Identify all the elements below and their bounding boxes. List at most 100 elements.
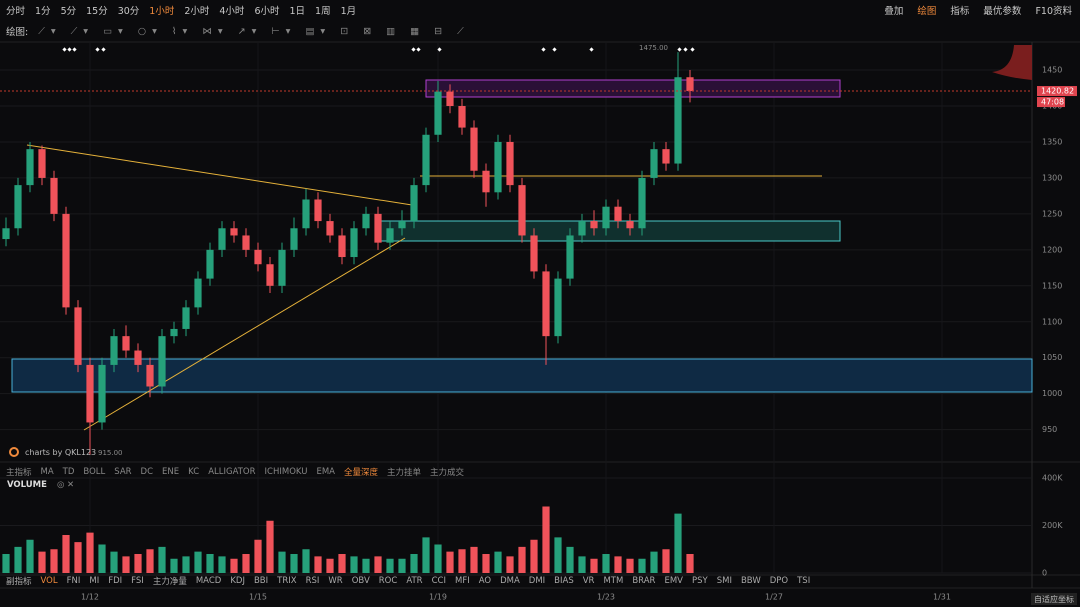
sub-indicator[interactable]: EMV (664, 576, 683, 586)
sub-indicator[interactable]: ROC (378, 576, 398, 586)
sub-indicator[interactable]: MI (89, 576, 100, 586)
sub-indicator[interactable]: BRAR (632, 576, 656, 586)
candle-body (614, 206, 622, 222)
y-tick-label: 1050 (1042, 353, 1062, 362)
sub-indicator[interactable]: VR (582, 576, 595, 586)
main-indicator[interactable]: DC (140, 466, 154, 477)
volume-bar (170, 558, 178, 573)
interval-button[interactable]: 6小时 (254, 6, 280, 17)
main-indicator[interactable]: ALLIGATOR (208, 466, 256, 477)
candle-body (254, 249, 262, 265)
volume-bar (26, 539, 34, 573)
candle-body (86, 364, 94, 423)
volume-bar (86, 532, 94, 573)
main-indicator: 主指标 (6, 467, 32, 478)
sub-indicator[interactable]: FSI (131, 576, 144, 586)
tool-button[interactable]: 最优参数 (983, 6, 1022, 17)
main-indicator[interactable]: 主力成交 (430, 467, 465, 478)
volume-bar (386, 558, 394, 573)
volume-header: VOLUME ◎ ✕ (7, 479, 84, 491)
sub-indicator[interactable]: KDJ (230, 576, 245, 586)
main-indicator[interactable]: 全量深度 (343, 467, 378, 478)
x-tick-label: 1/15 (249, 593, 267, 602)
volume-bar (14, 546, 22, 573)
main-indicator[interactable]: MA (40, 466, 54, 477)
tool-button[interactable]: F10资料 (1035, 6, 1072, 17)
volume-bar (482, 554, 490, 573)
main-indicator[interactable]: KC (188, 466, 200, 477)
candle-body (122, 336, 130, 351)
main-indicator[interactable]: ICHIMOKU (264, 466, 308, 477)
sub-indicator[interactable]: DMI (528, 576, 546, 586)
candle-body (554, 278, 562, 337)
y-tick-label: 1200 (1042, 245, 1062, 254)
depth-shape (992, 45, 1032, 80)
auto-scale[interactable]: 自适应坐标 (1031, 593, 1077, 605)
candle-body (590, 221, 598, 229)
main-indicator[interactable]: TD (62, 466, 75, 477)
sub-indicator[interactable]: CCI (431, 576, 446, 586)
candle-body (506, 141, 514, 186)
tool-button[interactable]: 指标 (950, 6, 970, 17)
interval-button[interactable]: 30分 (117, 6, 140, 17)
sub-indicator[interactable]: 主力净量 (152, 577, 187, 587)
sub-indicator[interactable]: PSY (692, 576, 708, 586)
interval-button[interactable]: 1分 (35, 6, 51, 17)
sub-indicator[interactable]: DMA (500, 576, 520, 586)
interval-button[interactable]: 1月 (340, 6, 357, 17)
candle-body (662, 149, 670, 164)
grid (0, 42, 1032, 574)
volume-icons[interactable]: ◎ ✕ (56, 480, 75, 490)
sub-indicator[interactable]: SMI (716, 576, 732, 586)
interval-button[interactable]: 4小时 (219, 6, 245, 17)
sub-indicator[interactable]: TSI (797, 576, 811, 586)
main-indicator[interactable]: EMA (316, 466, 335, 477)
sub-indicator[interactable]: DPO (769, 576, 789, 586)
sub-indicator[interactable]: MACD (195, 576, 222, 586)
candle-body (26, 149, 34, 186)
candle-body (14, 185, 22, 229)
sub-indicator[interactable]: FNI (66, 576, 81, 586)
candle-body (638, 177, 646, 229)
drawing-tools[interactable]: ⟋▾ ⟋▾ ▭▾ ○▾ ⌇▾ ⋈▾ ↗▾ ⊢▾ ▤▾ ⊡ ⊠ ▥ ▦ ⊟ ⟋ (38, 25, 470, 37)
sub-indicator[interactable]: AO (478, 576, 492, 586)
candle-body (170, 328, 178, 337)
interval-button[interactable]: 1周 (315, 6, 331, 17)
interval-button[interactable]: 2小时 (184, 6, 210, 17)
interval-button[interactable]: 1日 (289, 6, 306, 17)
interval-button[interactable]: 分时 (6, 6, 26, 17)
sub-indicator[interactable]: BBW (740, 576, 761, 586)
sub-indicator[interactable]: FDI (108, 576, 123, 586)
y-tick-label: 1300 (1042, 173, 1062, 182)
sub-indicator[interactable]: MTM (603, 576, 624, 586)
sub-indicator[interactable]: OBV (351, 576, 370, 586)
sub-indicator[interactable]: WR (328, 576, 343, 586)
main-indicator[interactable]: ENE (162, 466, 180, 477)
candle-body (518, 185, 526, 236)
sub-indicator[interactable]: TRIX (277, 576, 297, 586)
main-indicator[interactable]: 主力挂单 (387, 467, 422, 478)
drawing-label: 绘图: (6, 27, 29, 38)
main-indicator[interactable]: SAR (114, 466, 132, 477)
volume-bar (38, 551, 46, 573)
sub-indicator[interactable]: VOL (40, 576, 58, 586)
interval-button[interactable]: 1小时 (149, 6, 175, 17)
sub-indicator[interactable]: BIAS (554, 576, 574, 586)
sub-indicator[interactable]: MFI (454, 576, 470, 586)
tool-button[interactable]: 绘图 (917, 6, 937, 17)
interval-button[interactable]: 15分 (86, 6, 108, 17)
interval-button[interactable]: 5分 (60, 6, 77, 17)
candle-body (230, 228, 238, 236)
volume-bar (434, 544, 442, 573)
volume-bar (650, 551, 658, 573)
candle-body (626, 221, 634, 229)
volume-bar (458, 549, 466, 573)
sub-indicator[interactable]: RSI (305, 576, 320, 586)
candle-body (386, 228, 394, 243)
main-indicator[interactable]: BOLL (83, 466, 106, 477)
sub-indicator[interactable]: ATR (406, 576, 423, 586)
y-tick-label: 950 (1042, 425, 1057, 434)
tool-button[interactable]: 叠加 (884, 6, 904, 17)
candle-body (674, 77, 682, 164)
sub-indicator[interactable]: BBI (253, 576, 269, 586)
